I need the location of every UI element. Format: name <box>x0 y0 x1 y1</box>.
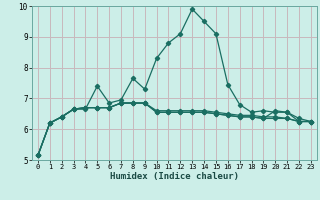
X-axis label: Humidex (Indice chaleur): Humidex (Indice chaleur) <box>110 172 239 181</box>
